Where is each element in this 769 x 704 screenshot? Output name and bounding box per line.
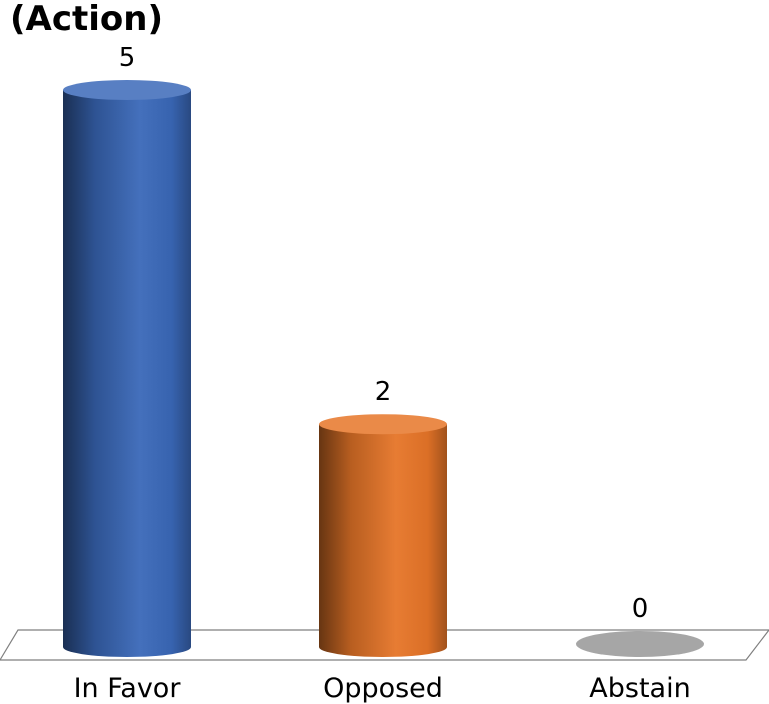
- category-label: Abstain: [589, 673, 690, 704]
- bar-body: [319, 424, 447, 657]
- data-label: 0: [632, 594, 649, 624]
- category-label: In Favor: [74, 673, 182, 704]
- bar-top: [319, 414, 447, 435]
- bars-layer: 5 In Favor 2 Opposed 0 Abstain: [63, 43, 704, 704]
- data-label: 5: [119, 43, 136, 73]
- data-label: 2: [375, 377, 392, 407]
- bar-body: [63, 90, 191, 657]
- bar-abstain: 0 Abstain: [576, 594, 704, 704]
- bar-top: [63, 80, 191, 100]
- bar-in-favor: 5 In Favor: [63, 43, 191, 704]
- chart-title: (Action): [10, 0, 164, 39]
- category-label: Opposed: [323, 673, 443, 704]
- bar-opposed: 2 Opposed: [319, 377, 447, 704]
- bar-base-disc: [576, 631, 704, 657]
